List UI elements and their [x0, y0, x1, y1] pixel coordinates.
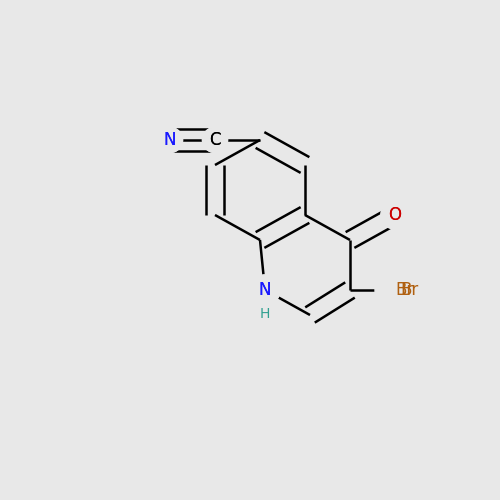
Circle shape: [381, 201, 409, 229]
Text: Br: Br: [400, 281, 418, 299]
Text: Br: Br: [395, 281, 413, 299]
Circle shape: [254, 303, 276, 325]
Circle shape: [250, 275, 280, 305]
Text: C: C: [209, 131, 221, 149]
Text: H: H: [260, 307, 270, 321]
Text: N: N: [164, 131, 176, 149]
Text: N: N: [259, 281, 271, 299]
Circle shape: [388, 270, 428, 310]
Circle shape: [202, 128, 228, 152]
Circle shape: [202, 128, 228, 152]
Text: O: O: [388, 206, 402, 224]
Circle shape: [381, 201, 409, 229]
Circle shape: [375, 270, 415, 310]
Circle shape: [250, 275, 280, 305]
Text: O: O: [388, 206, 402, 224]
Text: N: N: [164, 131, 176, 149]
Circle shape: [158, 128, 182, 152]
Text: C: C: [209, 131, 221, 149]
Text: N: N: [259, 281, 271, 299]
Circle shape: [158, 128, 182, 152]
